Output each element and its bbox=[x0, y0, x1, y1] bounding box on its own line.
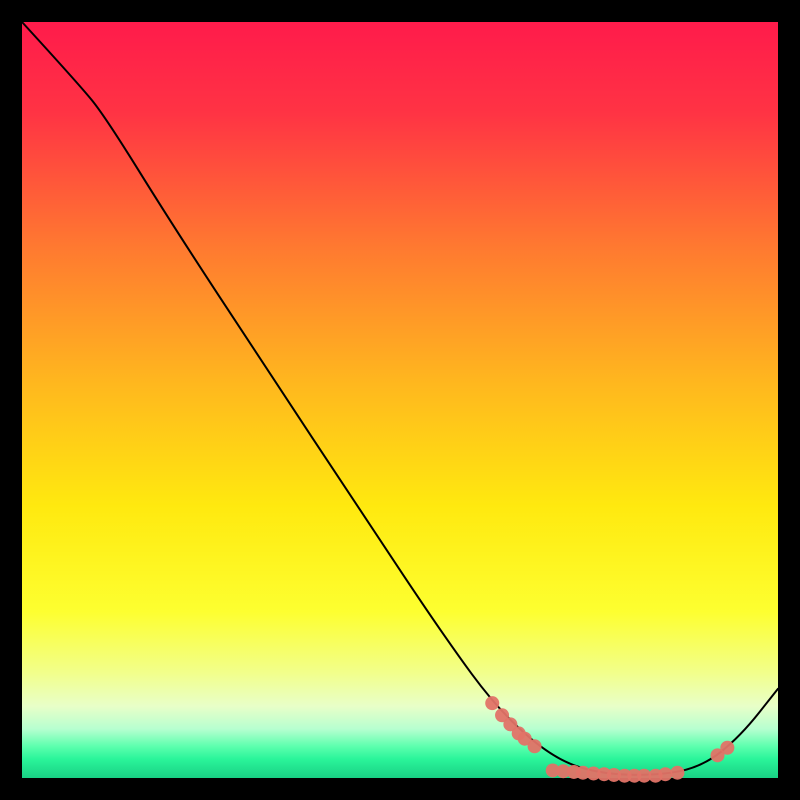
curve-marker bbox=[670, 766, 684, 780]
curve-marker bbox=[720, 741, 734, 755]
bottleneck-chart bbox=[0, 0, 800, 800]
curve-marker bbox=[528, 739, 542, 753]
curve-marker bbox=[485, 696, 499, 710]
curve-marker bbox=[658, 767, 672, 781]
gradient-plot-area bbox=[22, 22, 778, 778]
chart-container: TheBottlenecker.com bbox=[0, 0, 800, 800]
